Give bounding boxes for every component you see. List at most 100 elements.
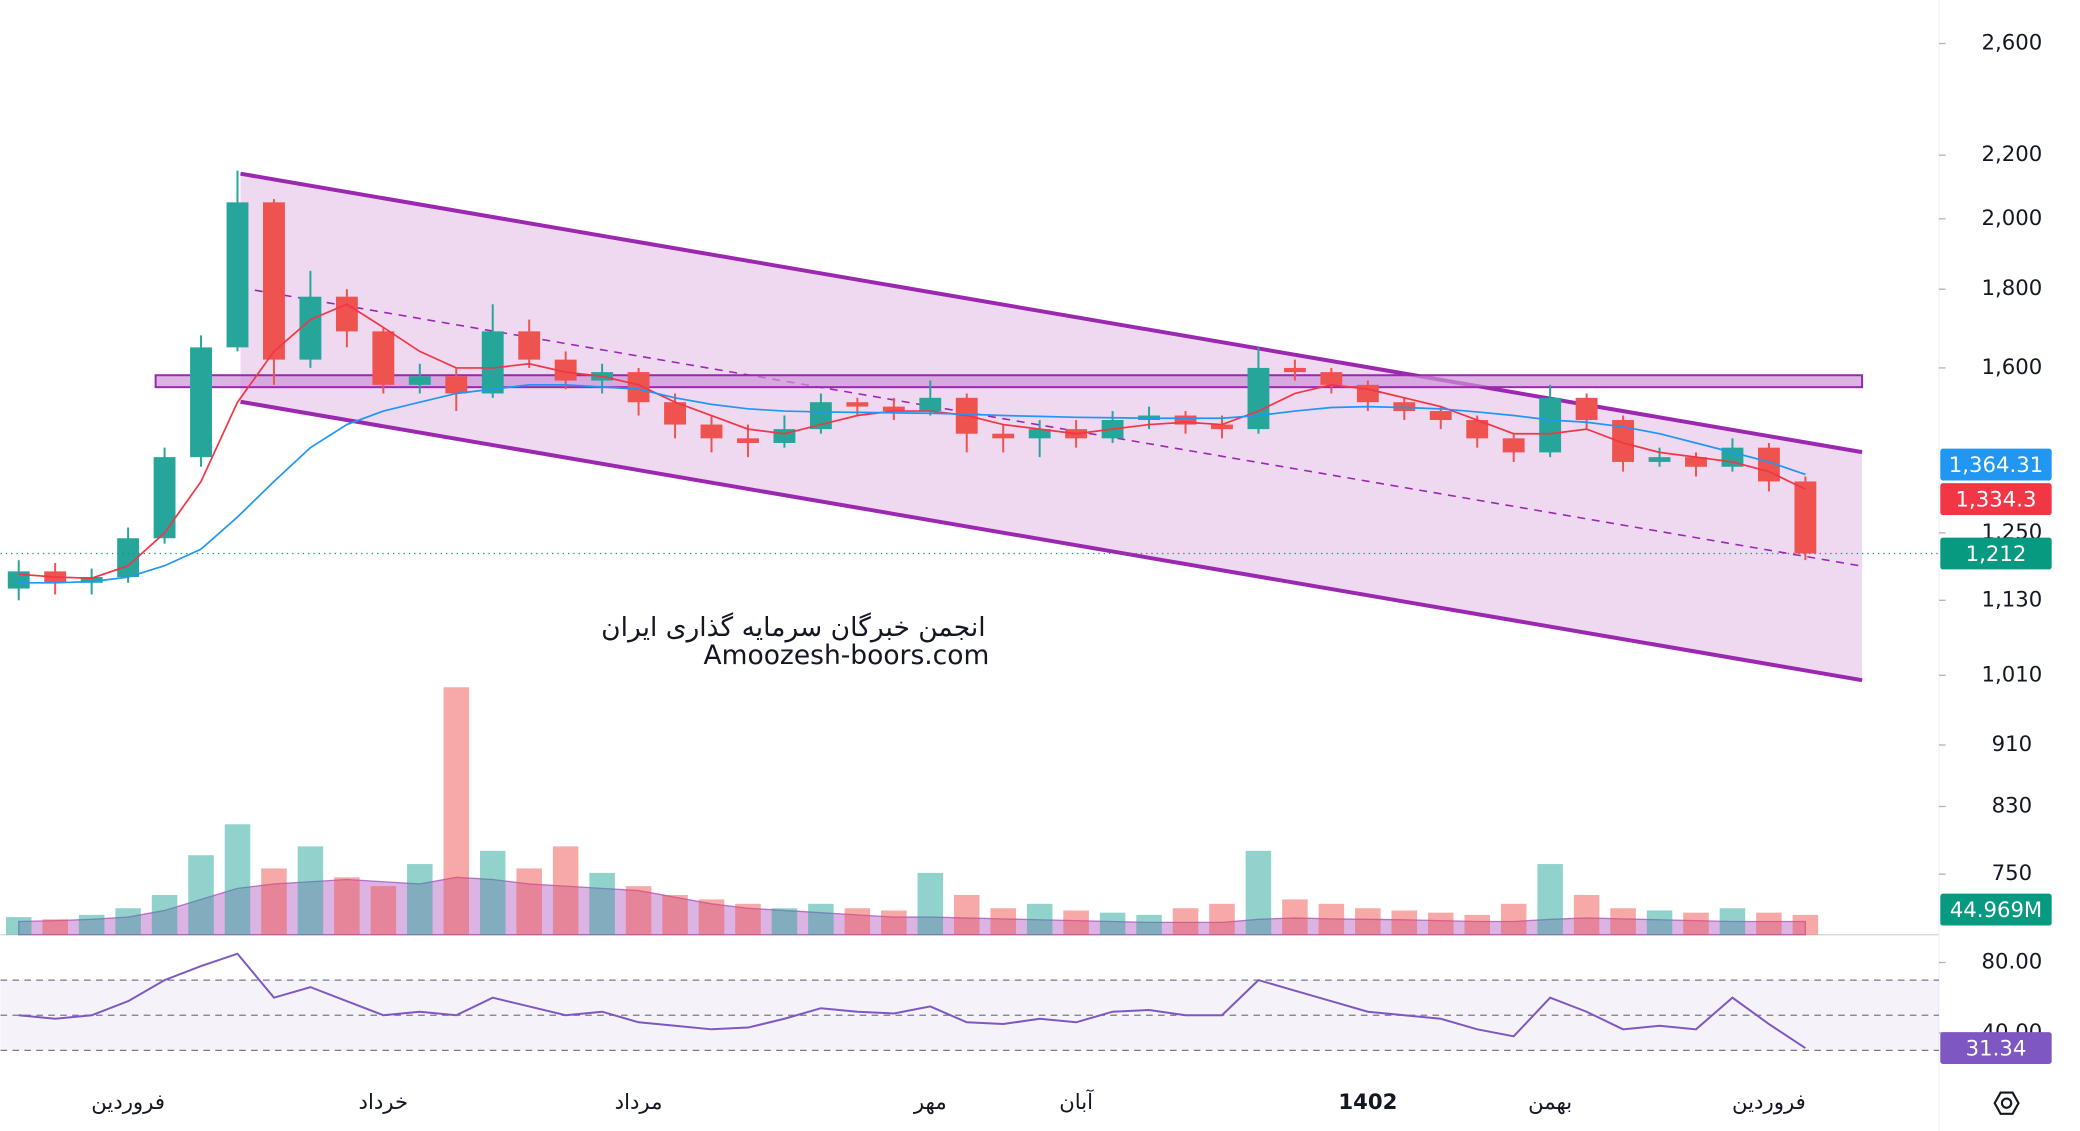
volume-bar <box>1136 914 1162 935</box>
x-tick-label: 1402 <box>1338 1090 1397 1115</box>
candle-body <box>445 376 468 394</box>
volume-bar <box>953 894 980 935</box>
candle-body <box>372 331 395 385</box>
moving-average-line <box>18 303 1806 580</box>
candle-body <box>1429 411 1452 421</box>
candle-body <box>737 438 759 443</box>
channel-bottom <box>240 399 1863 683</box>
volume-bar <box>407 864 433 935</box>
last-price-label-box <box>1940 537 2052 570</box>
volume-bar <box>990 908 1016 935</box>
volume-bar <box>1792 914 1819 935</box>
volume-bar <box>516 868 542 935</box>
volume-bar <box>808 903 834 935</box>
candle-body <box>846 402 869 407</box>
volume-bar <box>224 824 251 935</box>
volume-bar <box>1209 903 1235 935</box>
volume-bar <box>443 687 470 935</box>
x-tick-label: فروردین <box>1732 1090 1806 1115</box>
candle-body <box>408 376 431 385</box>
candle-body <box>299 296 322 360</box>
volume-bar <box>1063 910 1089 935</box>
rsi-tick-label: 80.00 <box>1982 950 2043 975</box>
x-tick-label: مرداد <box>615 1090 663 1115</box>
ma-slow-label: 1,364.31 <box>1949 453 2043 478</box>
y-tick-label: 1,800 <box>1982 276 2043 301</box>
moving-average-line <box>18 383 1806 584</box>
candle-body <box>1028 429 1051 439</box>
x-tick-label: بهمن <box>1528 1090 1572 1115</box>
candle-body <box>992 433 1015 439</box>
y-tick-label: 2,600 <box>1982 31 2043 56</box>
volume-bar <box>625 886 652 935</box>
candle-body <box>117 538 140 578</box>
volume-label-box <box>1940 893 2052 926</box>
volume-bar <box>1683 912 1709 935</box>
settings-center[interactable] <box>2000 1097 2013 1109</box>
volume-bar <box>1427 912 1454 935</box>
candle-body <box>263 202 285 360</box>
volume-bar <box>1610 908 1636 935</box>
candle-body <box>664 402 686 425</box>
y-tick-label: 1,600 <box>1982 355 2043 380</box>
candle-body <box>1648 457 1671 462</box>
candle-body <box>1757 447 1780 482</box>
y-tick-label: 1,130 <box>1982 587 2043 612</box>
candle-body <box>919 397 942 412</box>
candle-body <box>1794 481 1817 554</box>
volume-bar <box>662 894 688 935</box>
candle-body <box>1466 420 1489 439</box>
candle-body <box>627 372 650 403</box>
candle-body <box>1685 457 1707 467</box>
y-tick-label: 830 <box>1992 793 2032 818</box>
volume-bar <box>78 914 105 935</box>
volume-bar <box>844 908 871 935</box>
ma-fast-label-box <box>1940 483 2052 515</box>
volume-bar <box>370 886 397 935</box>
volume-bar <box>1719 908 1746 935</box>
candle-body <box>1539 397 1562 453</box>
candle-body <box>1174 415 1197 425</box>
volume-bar <box>151 894 178 935</box>
rsi-label: 31.34 <box>1966 1036 2027 1061</box>
candle-body <box>190 347 212 458</box>
y-tick-label: 1,010 <box>1982 662 2043 687</box>
y-tick-label: 910 <box>1992 732 2032 757</box>
drawings <box>154 171 1864 683</box>
rsi-label-box <box>1940 1032 2052 1064</box>
candle-body <box>1211 424 1233 430</box>
watermark: Amoozesh-boors.com <box>704 640 990 671</box>
candle-body <box>1283 367 1306 373</box>
resistance-zone <box>154 374 1864 389</box>
volume-bar <box>1756 912 1782 935</box>
volume-bar <box>771 908 798 935</box>
channel-mid <box>240 286 1863 567</box>
volume-bar <box>735 903 761 935</box>
volume-bar <box>5 917 32 935</box>
volume-bar <box>1099 912 1126 935</box>
ma-fast-label: 1,334.3 <box>1956 487 2037 512</box>
volume-bar <box>1464 914 1490 935</box>
volume-bar <box>115 908 141 935</box>
settings-icon[interactable] <box>1993 1091 2020 1115</box>
candle-body <box>1320 372 1343 385</box>
volume-bar <box>1355 908 1381 935</box>
volume-bar <box>552 846 579 935</box>
volume-bar <box>1026 903 1053 935</box>
candle-body <box>226 202 249 348</box>
candle-body <box>1502 438 1525 453</box>
settings-hexagon[interactable] <box>1993 1091 2020 1115</box>
last-price-label: 1,212 <box>1966 542 2027 567</box>
volume-bar <box>1318 903 1345 935</box>
volume-bar <box>334 877 360 935</box>
volume-bar <box>917 872 944 935</box>
volume-bar <box>881 910 907 935</box>
volume-bar <box>188 855 214 935</box>
volume-label: 44.969M <box>1950 898 2042 923</box>
candle-body <box>481 331 504 394</box>
volume-bar <box>1282 899 1308 935</box>
y-tick-label: 750 <box>1992 861 2032 886</box>
candle-body <box>882 406 905 412</box>
x-tick-label: مهر <box>913 1090 947 1115</box>
